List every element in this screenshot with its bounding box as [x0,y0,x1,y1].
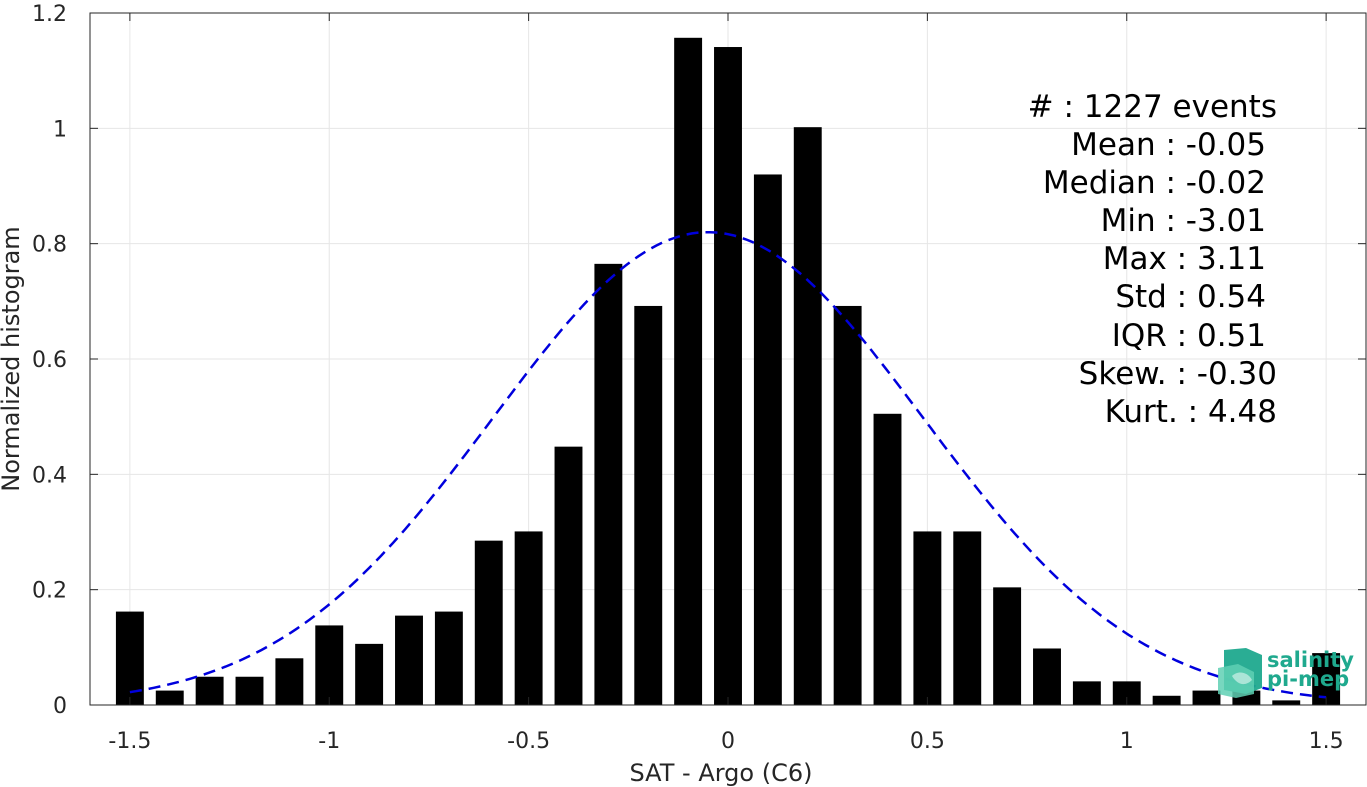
logo-line2: pi-mep [1267,667,1349,691]
y-tick-label: 0 [53,694,67,719]
histogram-bar [634,305,663,705]
histogram-bar [913,531,942,705]
histogram-bar [1192,690,1221,705]
y-tick-label: 1.2 [32,2,67,27]
histogram-bar [275,658,304,705]
x-tick-label: 0 [721,729,735,754]
stats-median: Median : -0.02 [1043,165,1266,201]
x-tick-label: 1 [1120,729,1134,754]
y-tick-label: 0.8 [32,233,67,258]
axis-ticks: -1.5 -1 -0.5 0 0.5 1 1.5 0 0.2 0.4 0.6 0.8 1 1.2 [32,2,1366,754]
stats-mean: Mean : -0.05 [1071,127,1266,163]
stats-skew: Skew. : -0.30 [1079,356,1277,392]
salinity-pi-mep-logo: salinity pi-mep [1218,648,1354,698]
histogram-bar [674,37,703,705]
histogram-bar [1033,648,1061,705]
histogram-bar [395,615,423,705]
histogram-bar [1072,681,1101,705]
histogram-bar [514,531,543,705]
stats-iqr: IQR : 0.51 [1112,318,1266,354]
y-tick-label: 0.2 [32,579,67,604]
histogram-bar [235,676,264,705]
histogram-bar [873,413,902,705]
stats-max: Max : 3.11 [1103,241,1266,277]
histogram-bar [1272,700,1301,705]
histogram-bar [1152,695,1181,705]
histogram-bar [714,47,742,706]
x-tick-label: 0.5 [910,729,945,754]
y-tick-label: 1 [53,117,67,142]
histogram-bar [1112,681,1141,705]
x-axis-label: SAT - Argo (C6) [630,759,813,787]
histogram-bar [434,611,463,705]
histogram-bar [594,263,623,705]
x-tick-label: 1.5 [1309,729,1344,754]
histogram-bar [753,174,782,705]
y-axis-label: Normalized histogram [0,226,25,491]
logo-line1: salinity [1267,648,1354,672]
x-tick-label: -0.5 [507,729,550,754]
y-tick-label: 0.6 [32,348,67,373]
x-tick-label: -1 [318,729,340,754]
histogram-bar [554,446,583,705]
histogram-bar [355,643,384,705]
histogram-bar [315,625,344,705]
x-tick-label: -1.5 [108,729,151,754]
stats-min: Min : -3.01 [1101,203,1266,239]
histogram-bar [155,690,184,705]
histogram-bar [953,531,982,705]
histogram-bar [195,676,224,705]
histogram-bar [793,127,822,706]
histogram-bar [833,305,862,705]
stats-kurt: Kurt. : 4.48 [1105,394,1277,430]
logo-emblem-icon [1218,648,1262,698]
gaussian-fit-curve [129,230,1327,699]
stats-std: Std : 0.54 [1115,279,1266,315]
y-tick-label: 0.4 [32,463,67,488]
stats-box: # : 1227 events Mean : -0.05 Median : -0… [1028,89,1277,430]
histogram-bar [474,540,503,705]
histogram-bars [115,37,1341,706]
stats-count: # : 1227 events [1028,89,1277,125]
histogram-bar [993,587,1022,705]
